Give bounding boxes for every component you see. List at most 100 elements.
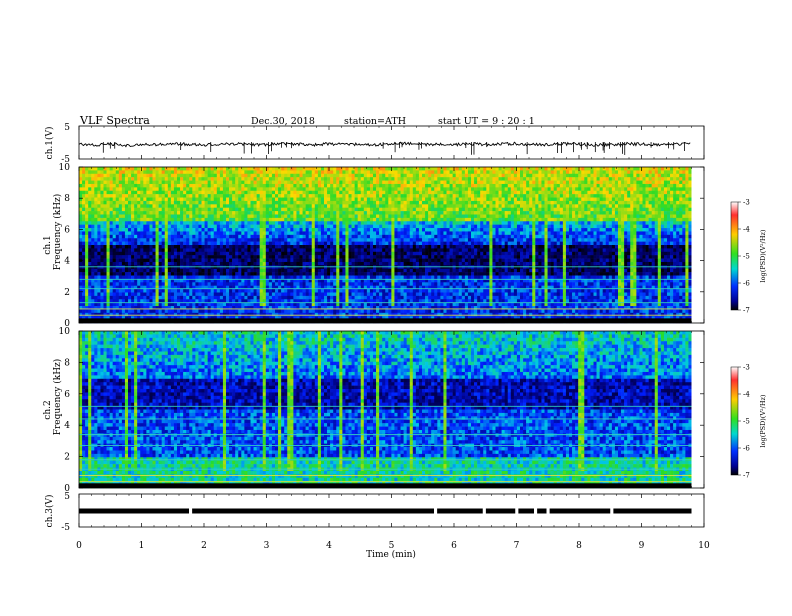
ch1-spectrogram-cell — [189, 214, 192, 218]
ch1-spectrogram-cell — [364, 194, 367, 198]
ch1-spectrogram-cell — [128, 289, 131, 293]
ch1-spectrogram-cell — [235, 167, 238, 171]
ch1-spectrogram-cell — [192, 225, 195, 229]
ch1-spectrogram-cell — [195, 259, 198, 263]
ch1-spectrogram-cell — [91, 255, 94, 259]
ch1-spectrogram-cell — [290, 204, 293, 208]
ch1-spectrogram-cell — [373, 208, 376, 212]
ch1-spectrogram-cell — [162, 262, 165, 266]
ch1-spectrogram-cell — [162, 296, 165, 300]
ch1-spectrogram-cell — [217, 248, 220, 252]
ch1-spectrogram-cell — [254, 170, 257, 174]
ch1-spectrogram-cell — [220, 289, 223, 293]
ch1-spectrogram-cell — [198, 248, 201, 252]
ch1-spectrogram-cell — [104, 214, 107, 218]
ch1-spectrogram-cell — [159, 181, 162, 185]
ch1-spectrogram-cell — [269, 276, 272, 280]
ch1-spectrogram-cell — [85, 221, 88, 225]
ch1-spectrogram-cell — [202, 228, 205, 232]
ch1-spectrogram-cell — [370, 276, 373, 280]
ch1-spectrogram-cell — [131, 245, 134, 249]
ch1-spectrogram-cell — [352, 177, 355, 181]
ch1-spectrogram-cell — [303, 235, 306, 239]
ch1-spectrogram-cell — [382, 272, 385, 276]
ch1-spectrogram-cell — [79, 187, 82, 191]
ch1-spectrogram-cell — [342, 187, 345, 191]
ch1-spectrogram-cell — [226, 309, 229, 313]
ch1-spectrogram-cell — [143, 272, 146, 276]
ch1-spectrogram-cell — [229, 167, 232, 171]
ch1-spectrogram-cell — [192, 309, 195, 313]
ch1-spectrogram-cell — [195, 248, 198, 252]
ch1-spectrogram-cell — [330, 174, 333, 178]
ch1-spectrogram-cell — [263, 191, 266, 195]
ch1-spectrogram-cell — [186, 235, 189, 239]
ch1-spectrogram-cell — [287, 181, 290, 185]
ch1-spectrogram-cell — [100, 181, 103, 185]
ch1-spectrogram-cell — [336, 225, 339, 229]
ch1-spectrogram-cell — [398, 167, 401, 171]
ch1-spectrogram-cell — [165, 238, 168, 242]
ch1-spectrogram-cell — [355, 228, 358, 232]
ch1-spectrogram-cell — [165, 276, 168, 280]
ch1-spectrogram-cell — [336, 187, 339, 191]
ch1-spectrogram-cell — [146, 282, 149, 286]
ch1-spectrogram-cell — [336, 194, 339, 198]
ch1-spectrogram-cell — [229, 211, 232, 215]
ch1-spectrogram-cell — [100, 208, 103, 212]
ch1-spectrogram-cell — [373, 198, 376, 202]
ch1-spectrogram-cell — [367, 170, 370, 174]
ch1-spectrogram-cell — [85, 187, 88, 191]
ch1-spectrogram-cell — [110, 177, 113, 181]
ch1-spectrogram-cell — [349, 269, 352, 273]
ch1-spectrogram-cell — [220, 272, 223, 276]
ch1-spectrogram-cell — [333, 245, 336, 249]
ch1-spectrogram-cell — [91, 170, 94, 174]
ch1-spectrogram-cell — [379, 238, 382, 242]
ch1-spectrogram-cell — [260, 201, 263, 205]
ch1-spectrogram-cell — [159, 231, 162, 235]
ch1-spectrogram-cell — [229, 218, 232, 222]
ch1-spectrogram-cell — [349, 201, 352, 205]
ch1-spectrogram-cell — [128, 187, 131, 191]
ch1-spectrogram-cell — [333, 231, 336, 235]
ch1-spectrogram-cell — [309, 181, 312, 185]
ch1-spectrogram-cell — [296, 231, 299, 235]
ch1-spectrogram-cell — [254, 252, 257, 256]
ch1-spectrogram-cell — [159, 235, 162, 239]
ch1-spectrogram-cell — [241, 184, 244, 188]
ch1-xticks — [79, 126, 704, 159]
ch1-spectrogram-cell — [208, 228, 211, 232]
ch1-spectrogram-cell — [85, 201, 88, 205]
ch1-spectrogram-cell — [394, 174, 397, 178]
ch1-spectrogram-cell — [241, 292, 244, 296]
ch1-spectrogram-cell — [238, 194, 241, 198]
ch1-spectrogram-cell — [235, 228, 238, 232]
ch1-spectrogram-cell — [131, 225, 134, 229]
ch1-spectrogram-cell — [303, 276, 306, 280]
ch1-spectrogram-cell — [367, 184, 370, 188]
ch1-spectrogram-cell — [336, 292, 339, 296]
ch1-spectrogram-cell — [287, 276, 290, 280]
ch1-spectrogram-cell — [137, 221, 140, 225]
ch1-spectrogram-cell — [315, 248, 318, 252]
ch1-spectrogram-cell — [315, 214, 318, 218]
ch1-spectrogram-cell — [153, 177, 156, 181]
ch1-spectrogram-cell — [339, 309, 342, 313]
ch1-spectrogram-cell — [217, 231, 220, 235]
ch1-spectrogram-cell — [125, 167, 128, 171]
ch1-spectrogram-cell — [107, 248, 110, 252]
ch1-spectrogram-cell — [88, 313, 91, 317]
ch1-spectrogram-cell — [364, 170, 367, 174]
ch1-spectrogram-cell — [189, 218, 192, 222]
ch1-spectrogram-cell — [226, 174, 229, 178]
ch1-spectrogram-cell — [385, 309, 388, 313]
ch1-spectrogram-cell — [284, 252, 287, 256]
ch1-spectrogram-cell — [373, 238, 376, 242]
ch1-spectrogram-cell — [235, 187, 238, 191]
ch1-spectrogram-cell — [281, 167, 284, 171]
ch1-spectrogram-cell — [260, 211, 263, 215]
ch1-spectrogram-cell — [263, 242, 266, 246]
ch1-spectrogram-cell — [85, 269, 88, 273]
ch1-spectrogram-cell — [183, 245, 186, 249]
